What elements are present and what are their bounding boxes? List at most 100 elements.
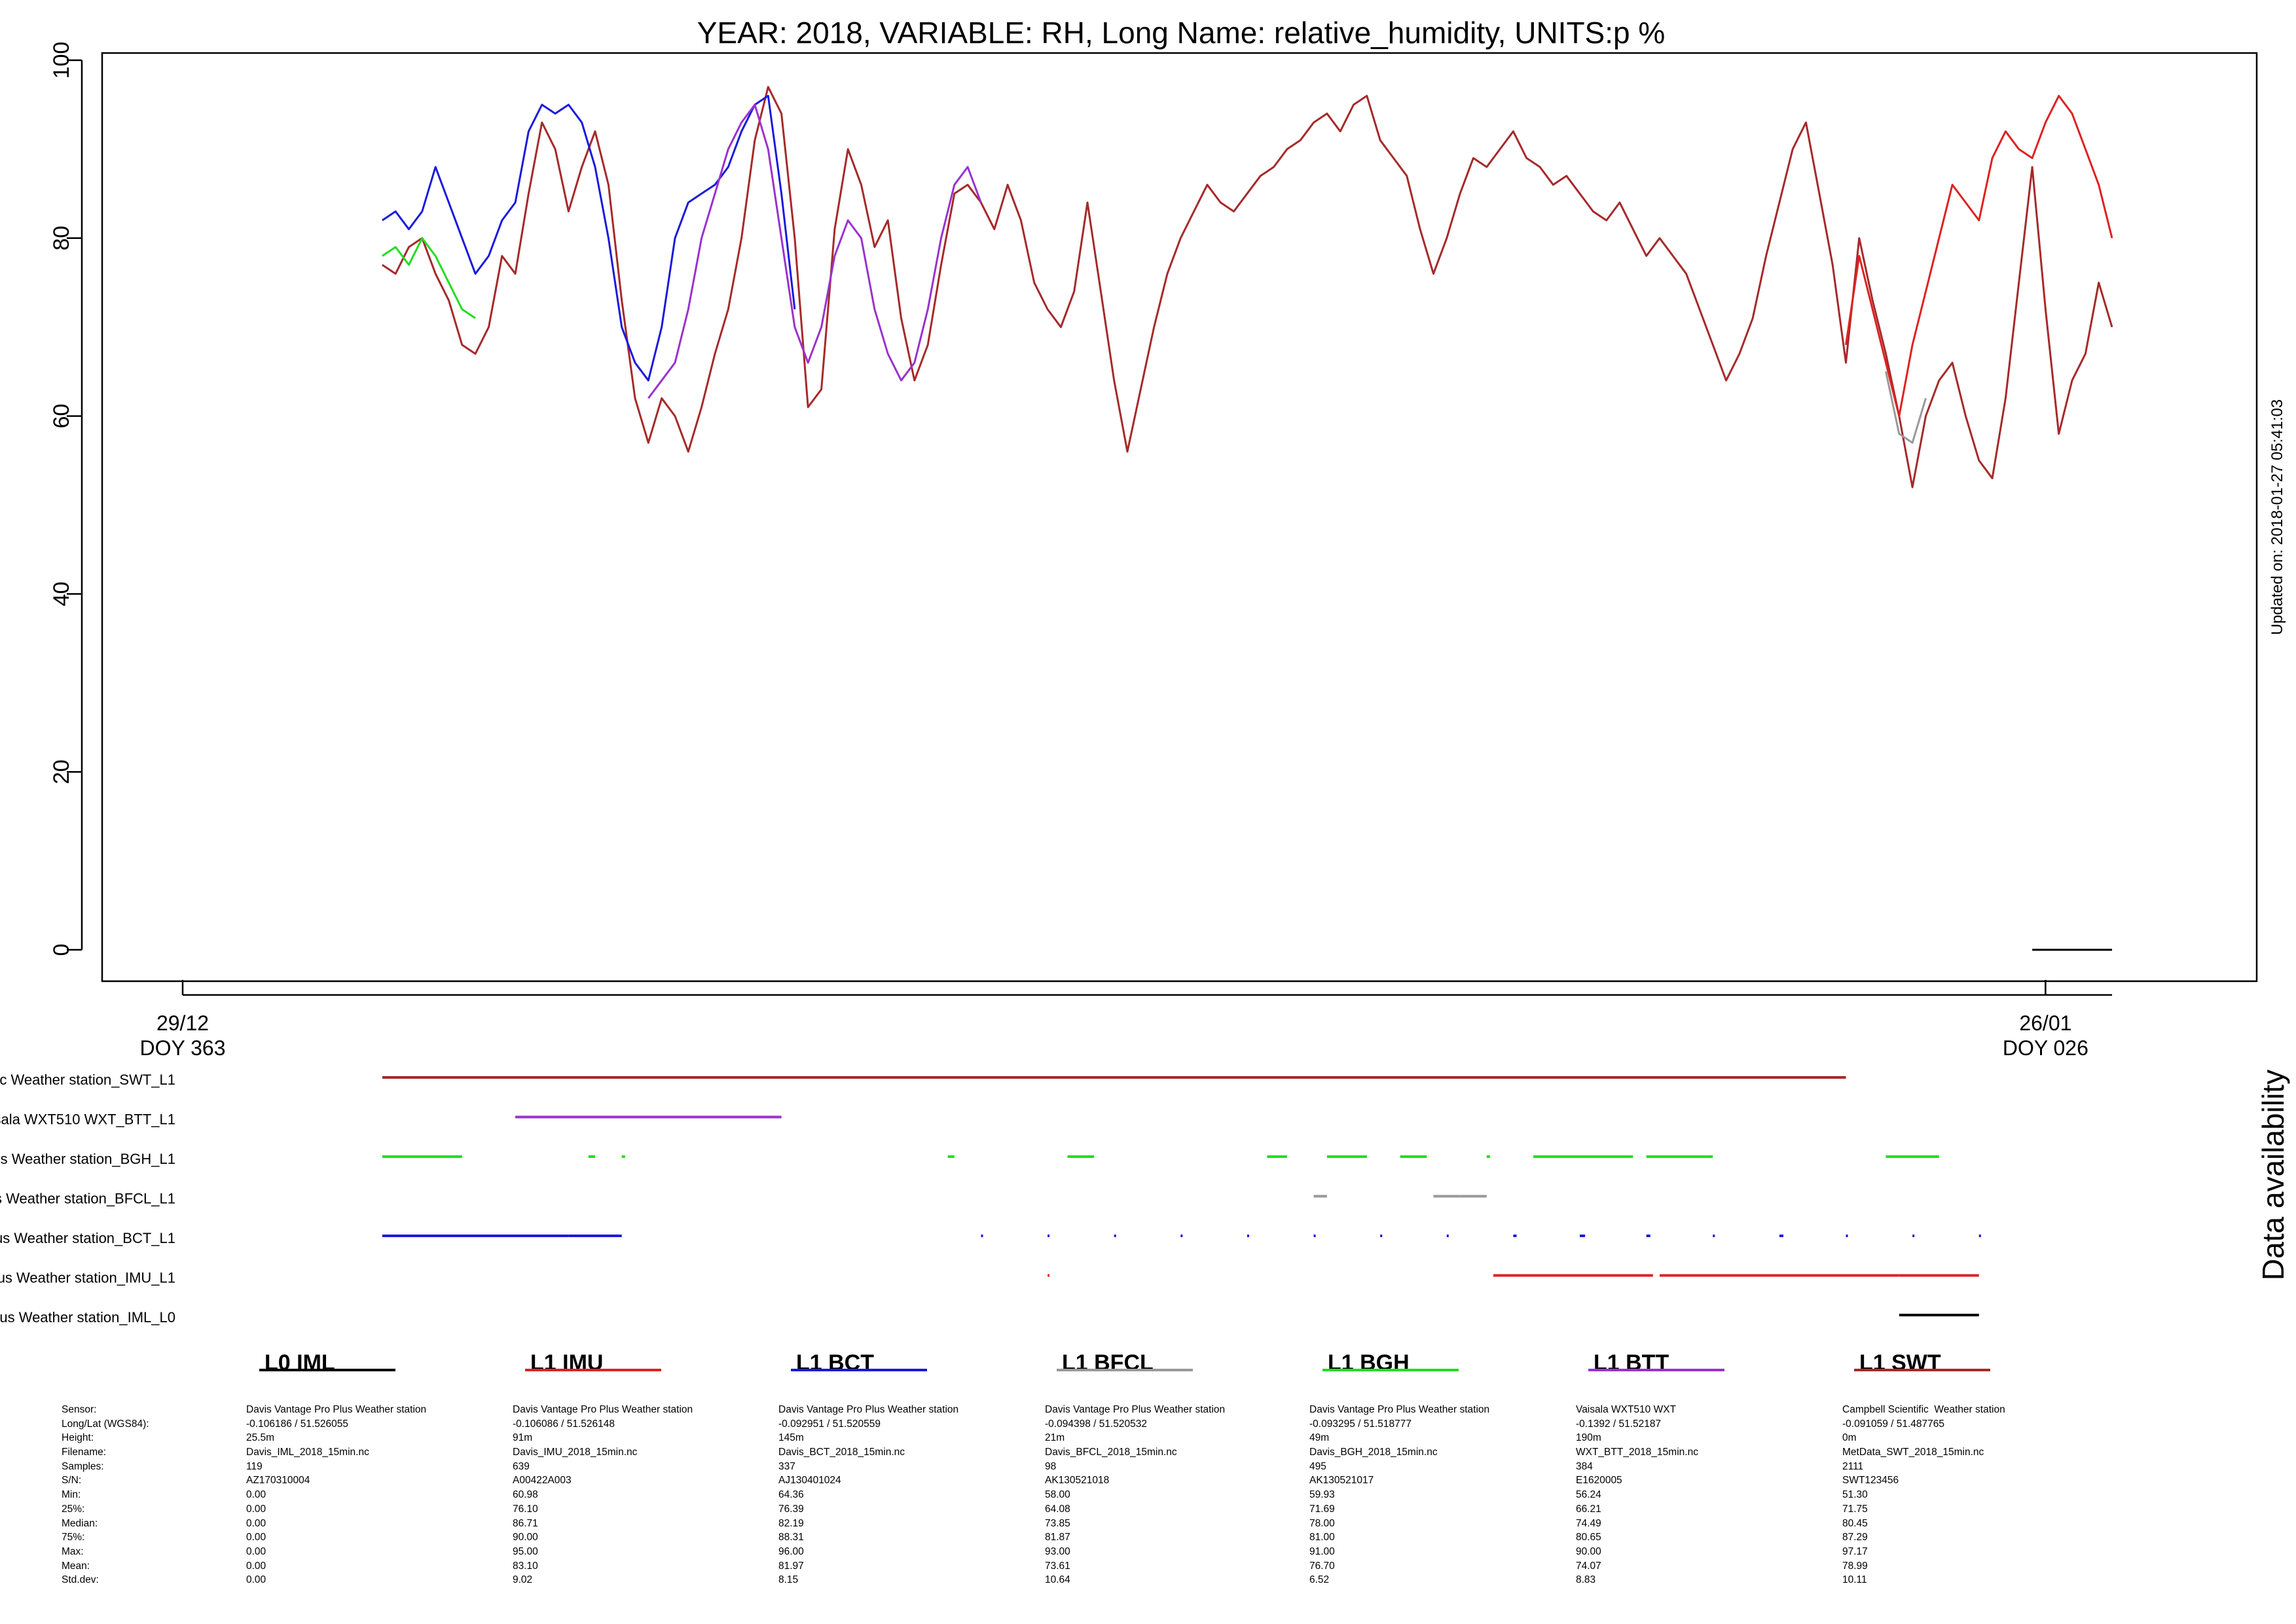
stats-cell: Median: xyxy=(62,1517,98,1529)
legend-key-label: L1 BGH xyxy=(1328,1350,1410,1375)
stats-cell: 81.00 xyxy=(1309,1532,1335,1543)
stats-cell: 25.5m xyxy=(246,1432,275,1444)
series-line xyxy=(1845,94,2113,418)
stats-cell: 82.19 xyxy=(778,1517,804,1529)
y-tick-label: 100 xyxy=(49,42,74,79)
stats-cell: Std.dev: xyxy=(62,1574,99,1586)
stats-cell: AK130521017 xyxy=(1309,1475,1374,1487)
stats-cell: 78.99 xyxy=(1842,1560,1868,1572)
y-tick-label: 20 xyxy=(49,759,74,784)
availability-row-label: Vaisala WXT510 WXT_BTT_L1 xyxy=(0,1111,175,1128)
availability-row-label: Campbell Scientific Weather station_SWT_… xyxy=(0,1072,175,1088)
stats-cell: Davis_IML_2018_15min.nc xyxy=(246,1447,369,1458)
chart-title: YEAR: 2018, VARIABLE: RH, Long Name: rel… xyxy=(697,16,1666,50)
y-tick-label: 60 xyxy=(49,404,74,429)
stats-cell: 76.70 xyxy=(1309,1560,1335,1572)
stats-cell: 96.00 xyxy=(778,1545,804,1557)
stats-cell: 71.69 xyxy=(1309,1503,1335,1515)
stats-cell: 66.21 xyxy=(1576,1503,1601,1515)
stats-cell: -0.093295 / 51.518777 xyxy=(1309,1418,1412,1430)
stats-cell: -0.106186 / 51.526055 xyxy=(246,1418,348,1430)
stats-cell: 8.15 xyxy=(778,1574,799,1586)
legend-key-label: L1 IMU xyxy=(530,1350,603,1375)
stats-cell: 639 xyxy=(513,1460,530,1472)
stats-station-column: Davis Vantage Pro Plus Weather station -0… xyxy=(1045,1403,1225,1587)
stats-cell: 495 xyxy=(1309,1460,1326,1472)
availability-row-label: Davis Vantage Pro Plus Weather station_I… xyxy=(0,1309,175,1326)
stats-cell: 73.61 xyxy=(1045,1560,1070,1572)
stats-station-column: Davis Vantage Pro Plus Weather station -0… xyxy=(1309,1403,1489,1587)
stats-cell: 88.31 xyxy=(778,1532,804,1543)
y-ticks: 0 20 40 60 80 100 xyxy=(49,42,82,956)
x-tick-doy: DOY 026 xyxy=(2003,1036,2088,1060)
stats-cell: 119 xyxy=(246,1460,263,1472)
x-tick-date: 26/01 xyxy=(2019,1011,2071,1035)
stats-cell: 73.85 xyxy=(1045,1517,1070,1529)
series-line xyxy=(382,237,476,319)
stats-cell: WXT_BTT_2018_15min.nc xyxy=(1576,1447,1698,1458)
stats-cell: 76.10 xyxy=(513,1503,538,1515)
availability-title: Data availability xyxy=(2256,1070,2290,1280)
stats-cell: 21m xyxy=(1045,1432,1065,1444)
stats-cell: 75%: xyxy=(62,1532,85,1543)
plot-frame xyxy=(101,52,2258,983)
stats-station-column: Davis Vantage Pro Plus Weather station -0… xyxy=(246,1403,426,1587)
stats-cell: Davis_BFCL_2018_15min.nc xyxy=(1045,1447,1177,1458)
stats-cell: 80.45 xyxy=(1842,1517,1868,1529)
stats-cell: -0.091059 / 51.487765 xyxy=(1842,1418,1944,1430)
availability-row-label: Davis Vantage Pro Plus Weather station_B… xyxy=(0,1151,175,1167)
stats-cell: 56.24 xyxy=(1576,1489,1601,1501)
stats-cell: 78.00 xyxy=(1309,1517,1335,1529)
stats-cell: AK130521018 xyxy=(1045,1475,1110,1487)
y-tick-label: 0 xyxy=(49,944,74,956)
series-line xyxy=(382,86,2113,488)
stats-cell: 81.87 xyxy=(1045,1532,1070,1543)
stats-cell: -0.1392 / 51.52187 xyxy=(1576,1418,1662,1430)
availability-panel: Campbell Scientific Weather station_SWT_… xyxy=(0,1072,1981,1326)
stats-cell: 97.17 xyxy=(1842,1545,1868,1557)
stats-cell: 10.11 xyxy=(1842,1574,1867,1586)
stats-cell: 71.75 xyxy=(1842,1503,1868,1515)
x-tick-date: 29/12 xyxy=(156,1011,209,1035)
stats-cell: A00422A003 xyxy=(513,1475,572,1487)
legend-key-label: L1 BFCL xyxy=(1062,1350,1154,1375)
availability-row-label: Davis Vantage Pro Plus Weather station_B… xyxy=(0,1191,175,1207)
legend-key-label: L1 BTT xyxy=(1594,1350,1669,1375)
stats-cell: E1620005 xyxy=(1576,1475,1622,1487)
stats-cell: 93.00 xyxy=(1045,1545,1070,1557)
stats-cell: 0.00 xyxy=(246,1532,266,1543)
updated-on-note: Updated on: 2018-01-27 05:41:03 xyxy=(2269,399,2286,635)
availability-row-label: Davis Vantage Pro Plus Weather station_B… xyxy=(0,1230,175,1246)
stats-cell: 0.00 xyxy=(246,1560,266,1572)
series-line xyxy=(1885,371,1927,444)
stats-cell: Davis_IMU_2018_15min.nc xyxy=(513,1447,638,1458)
stats-cell: Davis Vantage Pro Plus Weather station xyxy=(246,1404,427,1415)
legend-key-label: L0 IML xyxy=(264,1350,335,1375)
stats-cell: 87.29 xyxy=(1842,1532,1868,1543)
stats-cell: 90.00 xyxy=(1576,1545,1601,1557)
stats-cell: Davis Vantage Pro Plus Weather station xyxy=(778,1404,959,1415)
stats-cell: 98 xyxy=(1045,1460,1057,1472)
stats-cell: 60.98 xyxy=(513,1489,538,1501)
stats-cell: Davis Vantage Pro Plus Weather station xyxy=(1045,1404,1226,1415)
stats-cell: 0.00 xyxy=(246,1503,266,1515)
stats-cell: -0.106086 / 51.526148 xyxy=(513,1418,615,1430)
stats-cell: 0.00 xyxy=(246,1545,266,1557)
stats-cell: 25%: xyxy=(62,1503,85,1515)
stats-cell: Sensor: xyxy=(62,1404,97,1415)
legend-key-label: L1 BCT xyxy=(796,1350,874,1375)
stats-cell: 59.93 xyxy=(1309,1489,1335,1501)
stats-cell: 83.10 xyxy=(513,1560,538,1572)
stats-cell: 49m xyxy=(1309,1432,1330,1444)
stats-cell: Davis_BCT_2018_15min.nc xyxy=(778,1447,905,1458)
stats-cell: SWT123456 xyxy=(1842,1475,1899,1487)
data-series xyxy=(382,86,2113,951)
stats-cell: 64.08 xyxy=(1045,1503,1070,1515)
stats-cell: Vaisala WXT510 WXT xyxy=(1576,1404,1677,1415)
stats-cell: Filename: xyxy=(62,1447,107,1458)
stats-station-column: Davis Vantage Pro Plus Weather station -0… xyxy=(513,1403,693,1587)
stats-cell: MetData_SWT_2018_15min.nc xyxy=(1842,1447,1984,1458)
stats-station-column: Campbell Scientific Weather station -0.09… xyxy=(1842,1403,2005,1587)
stats-cell: Samples: xyxy=(62,1460,104,1472)
